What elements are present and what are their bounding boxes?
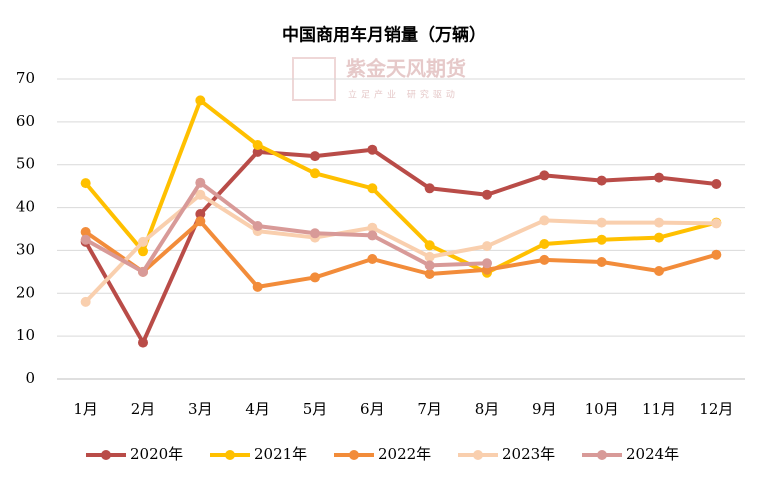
data-point (654, 266, 664, 276)
data-point (252, 140, 263, 150)
series-line (84, 192, 717, 304)
x-tick-label: 12月 (699, 400, 733, 418)
y-tick-label: 50 (16, 155, 35, 173)
data-point (711, 249, 722, 260)
data-point (138, 337, 148, 348)
series-line (83, 147, 717, 345)
data-point (80, 234, 91, 245)
data-point (367, 254, 378, 264)
data-point (252, 221, 263, 231)
x-tick-label: 4月 (245, 400, 270, 418)
data-point (367, 144, 378, 155)
data-point (367, 183, 378, 194)
data-point (424, 260, 435, 271)
data-point (195, 95, 206, 106)
data-point (138, 266, 148, 277)
x-tick-label: 5月 (303, 400, 328, 418)
data-point (195, 189, 206, 200)
legend-label: 2024年 (626, 445, 679, 463)
data-point (711, 179, 722, 189)
data-point (367, 222, 378, 233)
data-point (80, 178, 91, 189)
chart-title: 中国商用车月销量（万辆） (282, 25, 486, 46)
data-point (539, 239, 550, 249)
legend-marker (225, 450, 235, 460)
data-point (539, 170, 550, 181)
watermark-brand: 紫金天风期货 (346, 57, 466, 81)
y-tick-label: 30 (16, 240, 35, 258)
data-point (596, 234, 607, 245)
data-point (654, 217, 664, 228)
data-point (252, 146, 263, 157)
data-point (482, 241, 492, 252)
data-point (424, 240, 435, 251)
data-point (367, 230, 378, 241)
x-tick-label: 2月 (131, 400, 156, 418)
data-point (596, 217, 607, 228)
data-point (310, 151, 320, 162)
data-point (424, 251, 435, 262)
x-tick-label: 10月 (585, 400, 619, 418)
watermark-slogan: 立足产业 研究驱动 (348, 89, 459, 101)
legend-label: 2022年 (378, 445, 431, 463)
data-point (310, 168, 320, 179)
data-point (138, 246, 148, 257)
data-point (138, 236, 148, 247)
data-point (195, 209, 206, 219)
data-point (539, 254, 550, 265)
x-tick-label: 9月 (532, 400, 557, 418)
x-tick-label: 8月 (475, 400, 500, 418)
legend-label: 2023年 (502, 445, 555, 463)
data-point (424, 183, 435, 194)
data-point (195, 216, 206, 227)
data-point (482, 258, 492, 269)
data-point (310, 228, 320, 239)
y-tick-label: 60 (16, 112, 35, 130)
legend-marker (473, 450, 483, 460)
data-point (539, 215, 550, 226)
y-tick-label: 0 (25, 369, 35, 387)
legend-label: 2021年 (254, 445, 307, 463)
data-point (711, 218, 722, 229)
x-tick-label: 3月 (188, 400, 213, 418)
series-line (84, 219, 717, 289)
x-tick-label: 6月 (360, 400, 385, 418)
data-point (424, 269, 435, 279)
data-point (195, 177, 206, 188)
data-point (80, 296, 91, 307)
data-point (654, 172, 664, 183)
y-tick-label: 10 (16, 326, 35, 344)
x-tick-label: 11月 (642, 400, 676, 418)
data-point (310, 272, 320, 283)
legend-marker (597, 450, 607, 460)
legend-marker (101, 450, 111, 460)
legend-marker (349, 450, 359, 460)
data-point (654, 232, 664, 243)
data-point (596, 257, 607, 267)
series-line (84, 180, 488, 274)
data-point (252, 281, 263, 292)
y-tick-label: 70 (16, 69, 35, 87)
data-point (482, 189, 492, 200)
series-line (84, 98, 717, 275)
x-tick-label: 1月 (73, 400, 98, 418)
legend-label: 2020年 (130, 445, 183, 463)
y-tick-label: 20 (16, 283, 35, 301)
data-point (80, 227, 91, 237)
data-point (596, 175, 607, 186)
y-tick-label: 40 (16, 198, 35, 216)
x-tick-label: 7月 (417, 400, 442, 418)
